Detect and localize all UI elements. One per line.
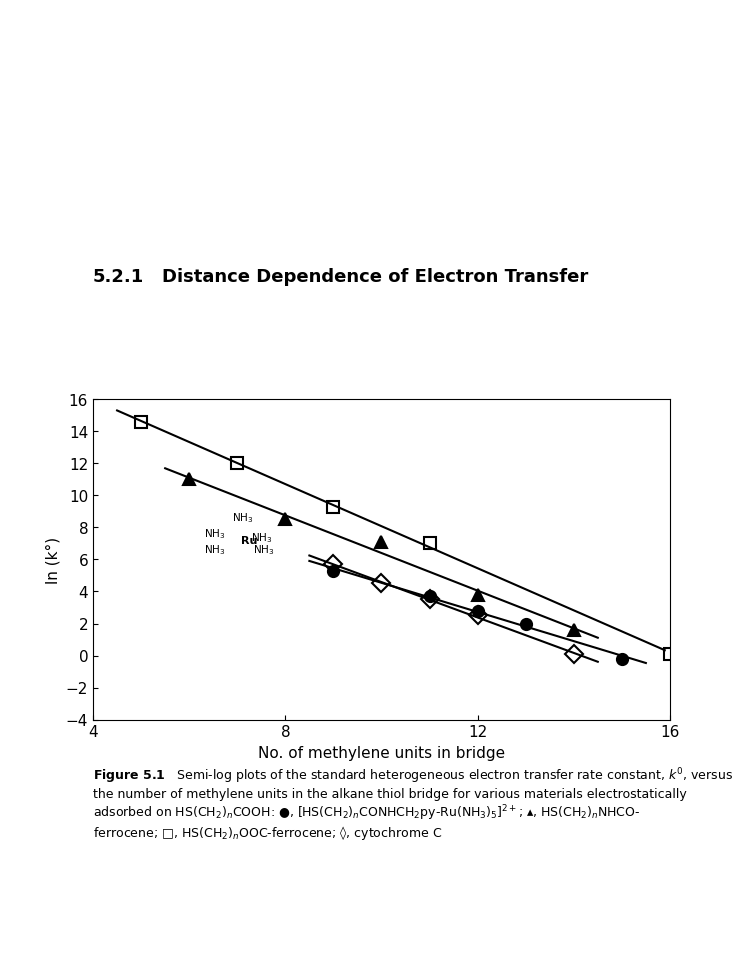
- Y-axis label: ln (k°): ln (k°): [45, 536, 60, 584]
- Text: NH$_3$: NH$_3$: [251, 530, 272, 544]
- X-axis label: No. of methylene units in bridge: No. of methylene units in bridge: [257, 745, 505, 760]
- Text: 5.2.1: 5.2.1: [93, 267, 144, 286]
- Text: Ru: Ru: [240, 535, 257, 546]
- Text: NH$_3$: NH$_3$: [232, 511, 254, 525]
- Text: NH$_3$: NH$_3$: [203, 528, 225, 541]
- Text: NH$_3$: NH$_3$: [203, 543, 225, 558]
- Text: Distance Dependence of Electron Transfer: Distance Dependence of Electron Transfer: [162, 267, 589, 286]
- Text: $\bf{Figure\ 5.1}$   Semi-log plots of the standard heterogeneous electron trans: $\bf{Figure\ 5.1}$ Semi-log plots of the…: [93, 766, 733, 842]
- Text: NH$_3$: NH$_3$: [253, 543, 275, 558]
